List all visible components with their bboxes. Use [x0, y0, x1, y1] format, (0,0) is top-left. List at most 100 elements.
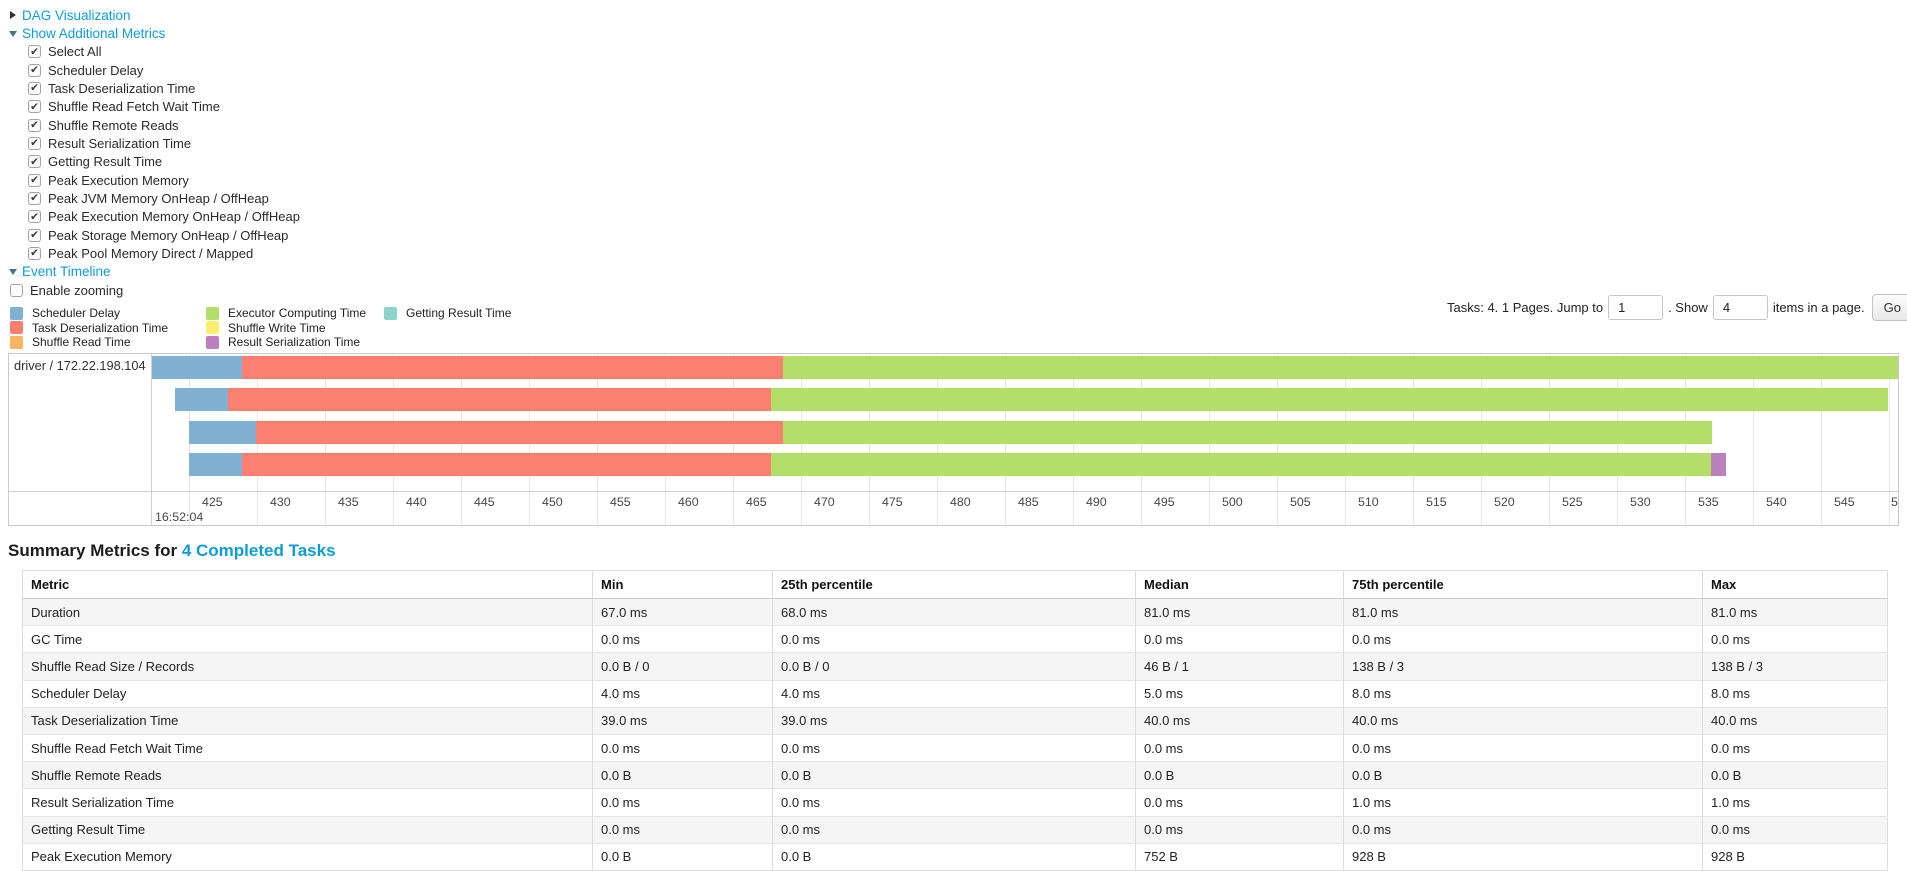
- timeline-tick-label: 475: [882, 495, 903, 509]
- task-bar-segment-task-deserialization[interactable]: [242, 453, 771, 476]
- task-bar-segment-scheduler-delay[interactable]: [189, 453, 242, 476]
- timeline-tick-label: 430: [270, 495, 291, 509]
- task-bar-segment-executor-computing[interactable]: [771, 453, 1711, 476]
- pagination-summary-text: Tasks: 4. 1 Pages. Jump to: [1447, 300, 1604, 315]
- metric-checkbox[interactable]: ✔: [28, 100, 41, 114]
- metric-checkbox[interactable]: ✔: [28, 210, 41, 224]
- show-additional-metrics-toggle[interactable]: Show Additional Metrics: [8, 24, 300, 42]
- timeline-tick-label: 485: [1018, 495, 1039, 509]
- task-bar-segment-scheduler-delay[interactable]: [175, 388, 229, 411]
- timeline-tick-label: 520: [1494, 495, 1515, 509]
- task-bar-segment-executor-computing[interactable]: [771, 388, 1888, 411]
- timeline-tick-label: 490: [1086, 495, 1107, 509]
- timeline-tick-label: 465: [746, 495, 767, 509]
- table-cell: 0.0 B: [1702, 761, 1888, 789]
- table-row: Peak Execution Memory 0.0 B 0.0 B 752 B 928 …: [22, 842, 1888, 871]
- task-bar-segment-executor-computing[interactable]: [783, 421, 1713, 444]
- table-cell: 0.0 ms: [1702, 733, 1888, 762]
- table-cell: 0.0 B / 0: [772, 652, 1136, 681]
- legend-label: Executor Computing Time: [228, 306, 367, 321]
- metric-checkbox[interactable]: ✔: [28, 192, 41, 206]
- table-cell: GC Time: [22, 625, 593, 653]
- timeline-tick-label-clipped: 5: [1891, 495, 1898, 509]
- table-cell: Task Deserialization Time: [22, 706, 593, 735]
- table-cell: 4.0 ms: [592, 679, 773, 708]
- task-bar-segment-task-deserialization[interactable]: [228, 388, 771, 411]
- table-cell: 0.0 B: [592, 842, 773, 871]
- metric-checkbox-label: Shuffle Read Fetch Wait Time: [48, 99, 220, 115]
- table-row: Getting Result Time 0.0 ms 0.0 ms 0.0 ms 0.0…: [22, 815, 1888, 844]
- task-bar-segment-scheduler-delay[interactable]: [189, 421, 256, 444]
- legend-item: Result Serialization Time: [206, 335, 384, 350]
- task-bar-segment-scheduler-delay[interactable]: [152, 356, 242, 379]
- table-cell: 0.0 ms: [772, 733, 1136, 762]
- metric-checkbox-label: Select All: [48, 44, 102, 60]
- metric-checkbox[interactable]: ✔: [28, 63, 41, 77]
- metric-checkbox[interactable]: ✔: [28, 155, 41, 169]
- table-cell: 0.0 B: [772, 761, 1136, 789]
- pagination-suffix-text: items in a page.: [1772, 300, 1865, 315]
- task-bar-segment-executor-computing[interactable]: [783, 356, 1898, 379]
- summary-metrics-heading: Summary Metrics for 4 Completed Tasks: [8, 541, 336, 561]
- table-row: GC Time 0.0 ms 0.0 ms 0.0 ms 0.0 ms 0.0 ms: [22, 625, 1888, 653]
- metric-checkbox-row: ✔ Shuffle Remote Reads: [8, 116, 300, 134]
- task-bar-segment-result-serialization[interactable]: [1710, 453, 1726, 476]
- timeline-tick-label: 535: [1698, 495, 1719, 509]
- timeline-tick-label: 445: [474, 495, 495, 509]
- table-header-cell: Metric: [22, 570, 593, 599]
- table-cell: 1.0 ms: [1343, 788, 1703, 816]
- legend-label: Shuffle Read Time: [32, 335, 131, 350]
- metric-checkbox[interactable]: ✔: [28, 82, 41, 96]
- metric-checkbox[interactable]: ✔: [28, 228, 41, 242]
- table-header-cell: Max: [1702, 570, 1888, 599]
- dag-visualization-toggle[interactable]: DAG Visualization: [8, 6, 300, 24]
- timeline-tick-label: 510: [1358, 495, 1379, 509]
- timeline-gridline: [1821, 354, 1822, 525]
- pagination-show-text: . Show: [1668, 300, 1708, 315]
- jump-to-page-input[interactable]: [1608, 295, 1664, 320]
- metric-checkbox-label: Peak Execution Memory: [48, 172, 189, 188]
- timeline-tick-label: 480: [950, 495, 971, 509]
- timeline-tick-label: 515: [1426, 495, 1447, 509]
- enable-zooming-label: Enable zooming: [30, 282, 124, 298]
- timeline-tick-label: 435: [338, 495, 359, 509]
- metric-checkbox-row: ✔ Getting Result Time: [8, 153, 300, 171]
- metric-checkbox-row: ✔ Task Deserialization Time: [8, 79, 300, 97]
- table-cell: 0.0 ms: [592, 815, 773, 844]
- metric-checkbox[interactable]: ✔: [28, 118, 41, 132]
- table-cell: 0.0 ms: [1343, 733, 1703, 762]
- table-row: Duration 67.0 ms 68.0 ms 81.0 ms 81.0 ms 81.0…: [22, 598, 1888, 626]
- timeline-tick-label: 505: [1290, 495, 1311, 509]
- table-cell: 0.0 B: [592, 761, 773, 789]
- table-cell: Result Serialization Time: [22, 788, 593, 816]
- timeline-axis-separator: [9, 491, 1898, 492]
- task-bar-segment-task-deserialization[interactable]: [255, 421, 784, 444]
- table-cell: 39.0 ms: [592, 706, 773, 735]
- table-cell: 40.0 ms: [1135, 706, 1344, 735]
- metric-checkbox-row: ✔ Scheduler Delay: [8, 61, 300, 79]
- table-cell: 0.0 ms: [1343, 815, 1703, 844]
- completed-tasks-link[interactable]: 4 Completed Tasks: [181, 541, 336, 560]
- items-per-page-input[interactable]: [1712, 295, 1768, 320]
- metric-checkbox-label: Peak JVM Memory OnHeap / OffHeap: [48, 191, 269, 207]
- event-timeline-chart: driver / 172.22.198.104 425 430 435 440 445 4…: [8, 353, 1899, 526]
- legend-label: Result Serialization Time: [228, 335, 361, 350]
- enable-zooming-row: Enable zooming: [8, 281, 300, 299]
- metric-checkbox[interactable]: ✔: [28, 137, 41, 151]
- event-timeline-toggle[interactable]: Event Timeline: [8, 263, 300, 281]
- table-cell: 67.0 ms: [592, 598, 773, 626]
- table-row: Task Deserialization Time 39.0 ms 39.0 ms 4…: [22, 706, 1888, 735]
- task-bar-segment-task-deserialization[interactable]: [242, 356, 784, 379]
- table-cell: 0.0 ms: [1135, 733, 1344, 762]
- legend-item: Scheduler Delay: [10, 306, 206, 321]
- metric-checkbox[interactable]: ✔: [28, 173, 41, 187]
- table-cell: 0.0 ms: [1135, 815, 1344, 844]
- metric-checkbox[interactable]: ✔: [28, 45, 41, 59]
- enable-zooming-checkbox[interactable]: [10, 283, 23, 297]
- timeline-tick-label: 530: [1630, 495, 1651, 509]
- metric-checkbox[interactable]: ✔: [28, 247, 41, 261]
- legend-label: Scheduler Delay: [32, 306, 121, 321]
- table-cell: 1.0 ms: [1702, 788, 1888, 816]
- go-button[interactable]: Go: [1871, 294, 1907, 321]
- metric-checkbox-label: Shuffle Remote Reads: [48, 117, 179, 133]
